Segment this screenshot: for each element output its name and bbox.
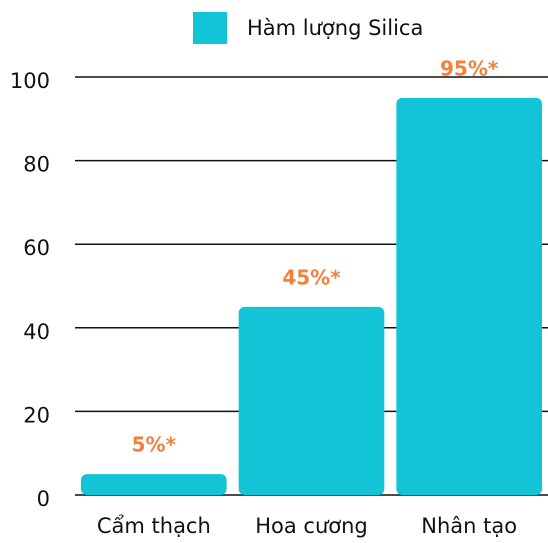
y-tick-label: 40: [23, 320, 50, 344]
x-tick-label: Hoa cương: [255, 514, 368, 538]
y-tick-label: 0: [37, 487, 50, 511]
value-label: 45%*: [282, 265, 341, 289]
bar: [238, 306, 385, 495]
bar: [396, 97, 542, 496]
x-tick-label: Cẩm thạch: [97, 514, 211, 538]
y-tick-label: 80: [23, 153, 50, 177]
value-label: 5%*: [132, 433, 177, 457]
legend-label: Hàm lượng Silica: [247, 16, 423, 40]
y-tick-label: 100: [10, 69, 50, 93]
value-label: 95%*: [440, 56, 499, 80]
y-tick-label: 60: [23, 236, 50, 260]
bar: [81, 474, 227, 495]
legend-swatch: [193, 12, 227, 44]
x-tick-label: Nhân tạo: [421, 514, 517, 538]
y-tick-label: 20: [23, 403, 50, 427]
